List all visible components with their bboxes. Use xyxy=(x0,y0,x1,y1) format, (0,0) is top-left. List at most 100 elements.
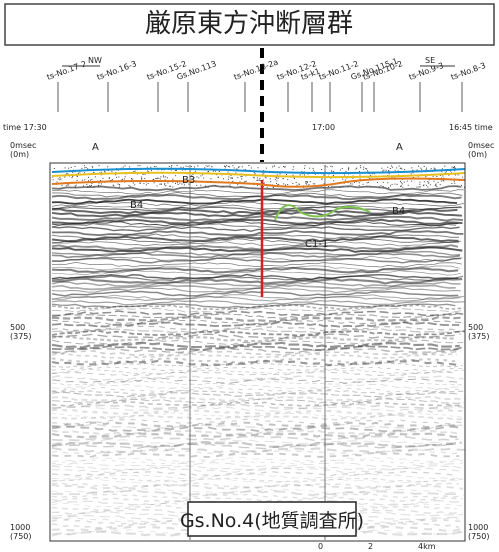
noise xyxy=(276,177,277,178)
noise xyxy=(164,184,165,185)
noise xyxy=(259,180,260,181)
noise xyxy=(218,177,219,178)
noise xyxy=(148,183,149,184)
noise xyxy=(255,173,256,174)
noise xyxy=(457,185,458,186)
noise xyxy=(254,177,255,178)
noise xyxy=(305,181,306,182)
noise xyxy=(143,183,144,184)
noise xyxy=(366,168,367,169)
noise xyxy=(138,165,139,166)
noise xyxy=(213,171,214,172)
axis-label: (0m) xyxy=(10,150,29,159)
reflector xyxy=(52,453,459,457)
noise xyxy=(454,183,455,184)
noise xyxy=(169,166,170,167)
noise xyxy=(77,176,78,177)
noise xyxy=(328,186,329,187)
noise xyxy=(211,166,212,167)
noise xyxy=(118,177,119,178)
reflector xyxy=(52,497,463,501)
noise xyxy=(84,172,85,173)
noise xyxy=(241,178,242,179)
noise xyxy=(452,167,453,168)
noise xyxy=(178,184,179,185)
noise xyxy=(83,185,84,186)
noise xyxy=(367,170,368,171)
reflector xyxy=(52,297,461,302)
noise xyxy=(200,175,201,176)
noise xyxy=(368,182,369,183)
noise xyxy=(273,187,274,188)
noise xyxy=(260,180,261,181)
noise xyxy=(237,184,238,185)
noise xyxy=(105,171,106,172)
reflector xyxy=(52,227,460,232)
noise xyxy=(454,181,455,182)
noise xyxy=(58,178,59,179)
noise xyxy=(232,178,233,179)
noise xyxy=(309,184,310,185)
noise xyxy=(123,167,124,168)
noise xyxy=(172,179,173,180)
noise xyxy=(340,187,341,188)
noise xyxy=(434,169,435,170)
noise xyxy=(426,169,427,170)
noise xyxy=(297,185,298,186)
noise xyxy=(348,169,349,170)
noise xyxy=(208,187,209,188)
noise xyxy=(425,176,426,177)
noise xyxy=(230,178,231,179)
noise xyxy=(150,167,151,168)
noise xyxy=(111,171,112,172)
noise xyxy=(402,183,403,184)
noise xyxy=(323,187,324,188)
noise xyxy=(122,179,123,180)
horizon-label: C1-1 xyxy=(305,239,328,250)
noise xyxy=(228,179,229,180)
horizon-label: B3 xyxy=(182,175,195,186)
noise xyxy=(455,175,456,176)
axis-label: 0msec xyxy=(10,141,36,150)
noise xyxy=(304,168,305,169)
noise xyxy=(356,168,357,169)
scale-label: 4km xyxy=(418,542,436,551)
reflector xyxy=(52,387,463,392)
noise xyxy=(293,169,294,170)
noise xyxy=(407,181,408,182)
noise xyxy=(228,176,229,177)
noise xyxy=(177,165,178,166)
noise xyxy=(387,182,388,183)
noise xyxy=(91,185,92,186)
noise xyxy=(66,173,67,174)
noise xyxy=(347,186,348,187)
noise xyxy=(226,165,227,166)
reflector xyxy=(52,361,459,366)
noise xyxy=(435,185,436,186)
noise xyxy=(259,178,260,179)
noise xyxy=(60,179,61,180)
noise xyxy=(430,184,431,185)
axis-label: (375) xyxy=(10,332,32,341)
noise xyxy=(141,179,142,180)
noise xyxy=(314,183,315,184)
noise xyxy=(240,187,241,188)
noise xyxy=(215,171,216,172)
horizon-label: A xyxy=(92,142,99,153)
reflector xyxy=(52,348,461,352)
noise xyxy=(90,186,91,187)
noise xyxy=(350,183,351,184)
noise xyxy=(86,167,87,168)
noise xyxy=(334,186,335,187)
noise xyxy=(84,167,85,168)
noise xyxy=(98,185,99,186)
noise xyxy=(113,185,114,186)
time-label: time 17:30 xyxy=(3,123,47,132)
noise xyxy=(451,183,452,184)
noise xyxy=(59,179,60,180)
noise xyxy=(275,179,276,180)
reflector xyxy=(52,311,463,315)
noise xyxy=(246,181,247,182)
noise xyxy=(118,184,119,185)
noise xyxy=(109,177,110,178)
